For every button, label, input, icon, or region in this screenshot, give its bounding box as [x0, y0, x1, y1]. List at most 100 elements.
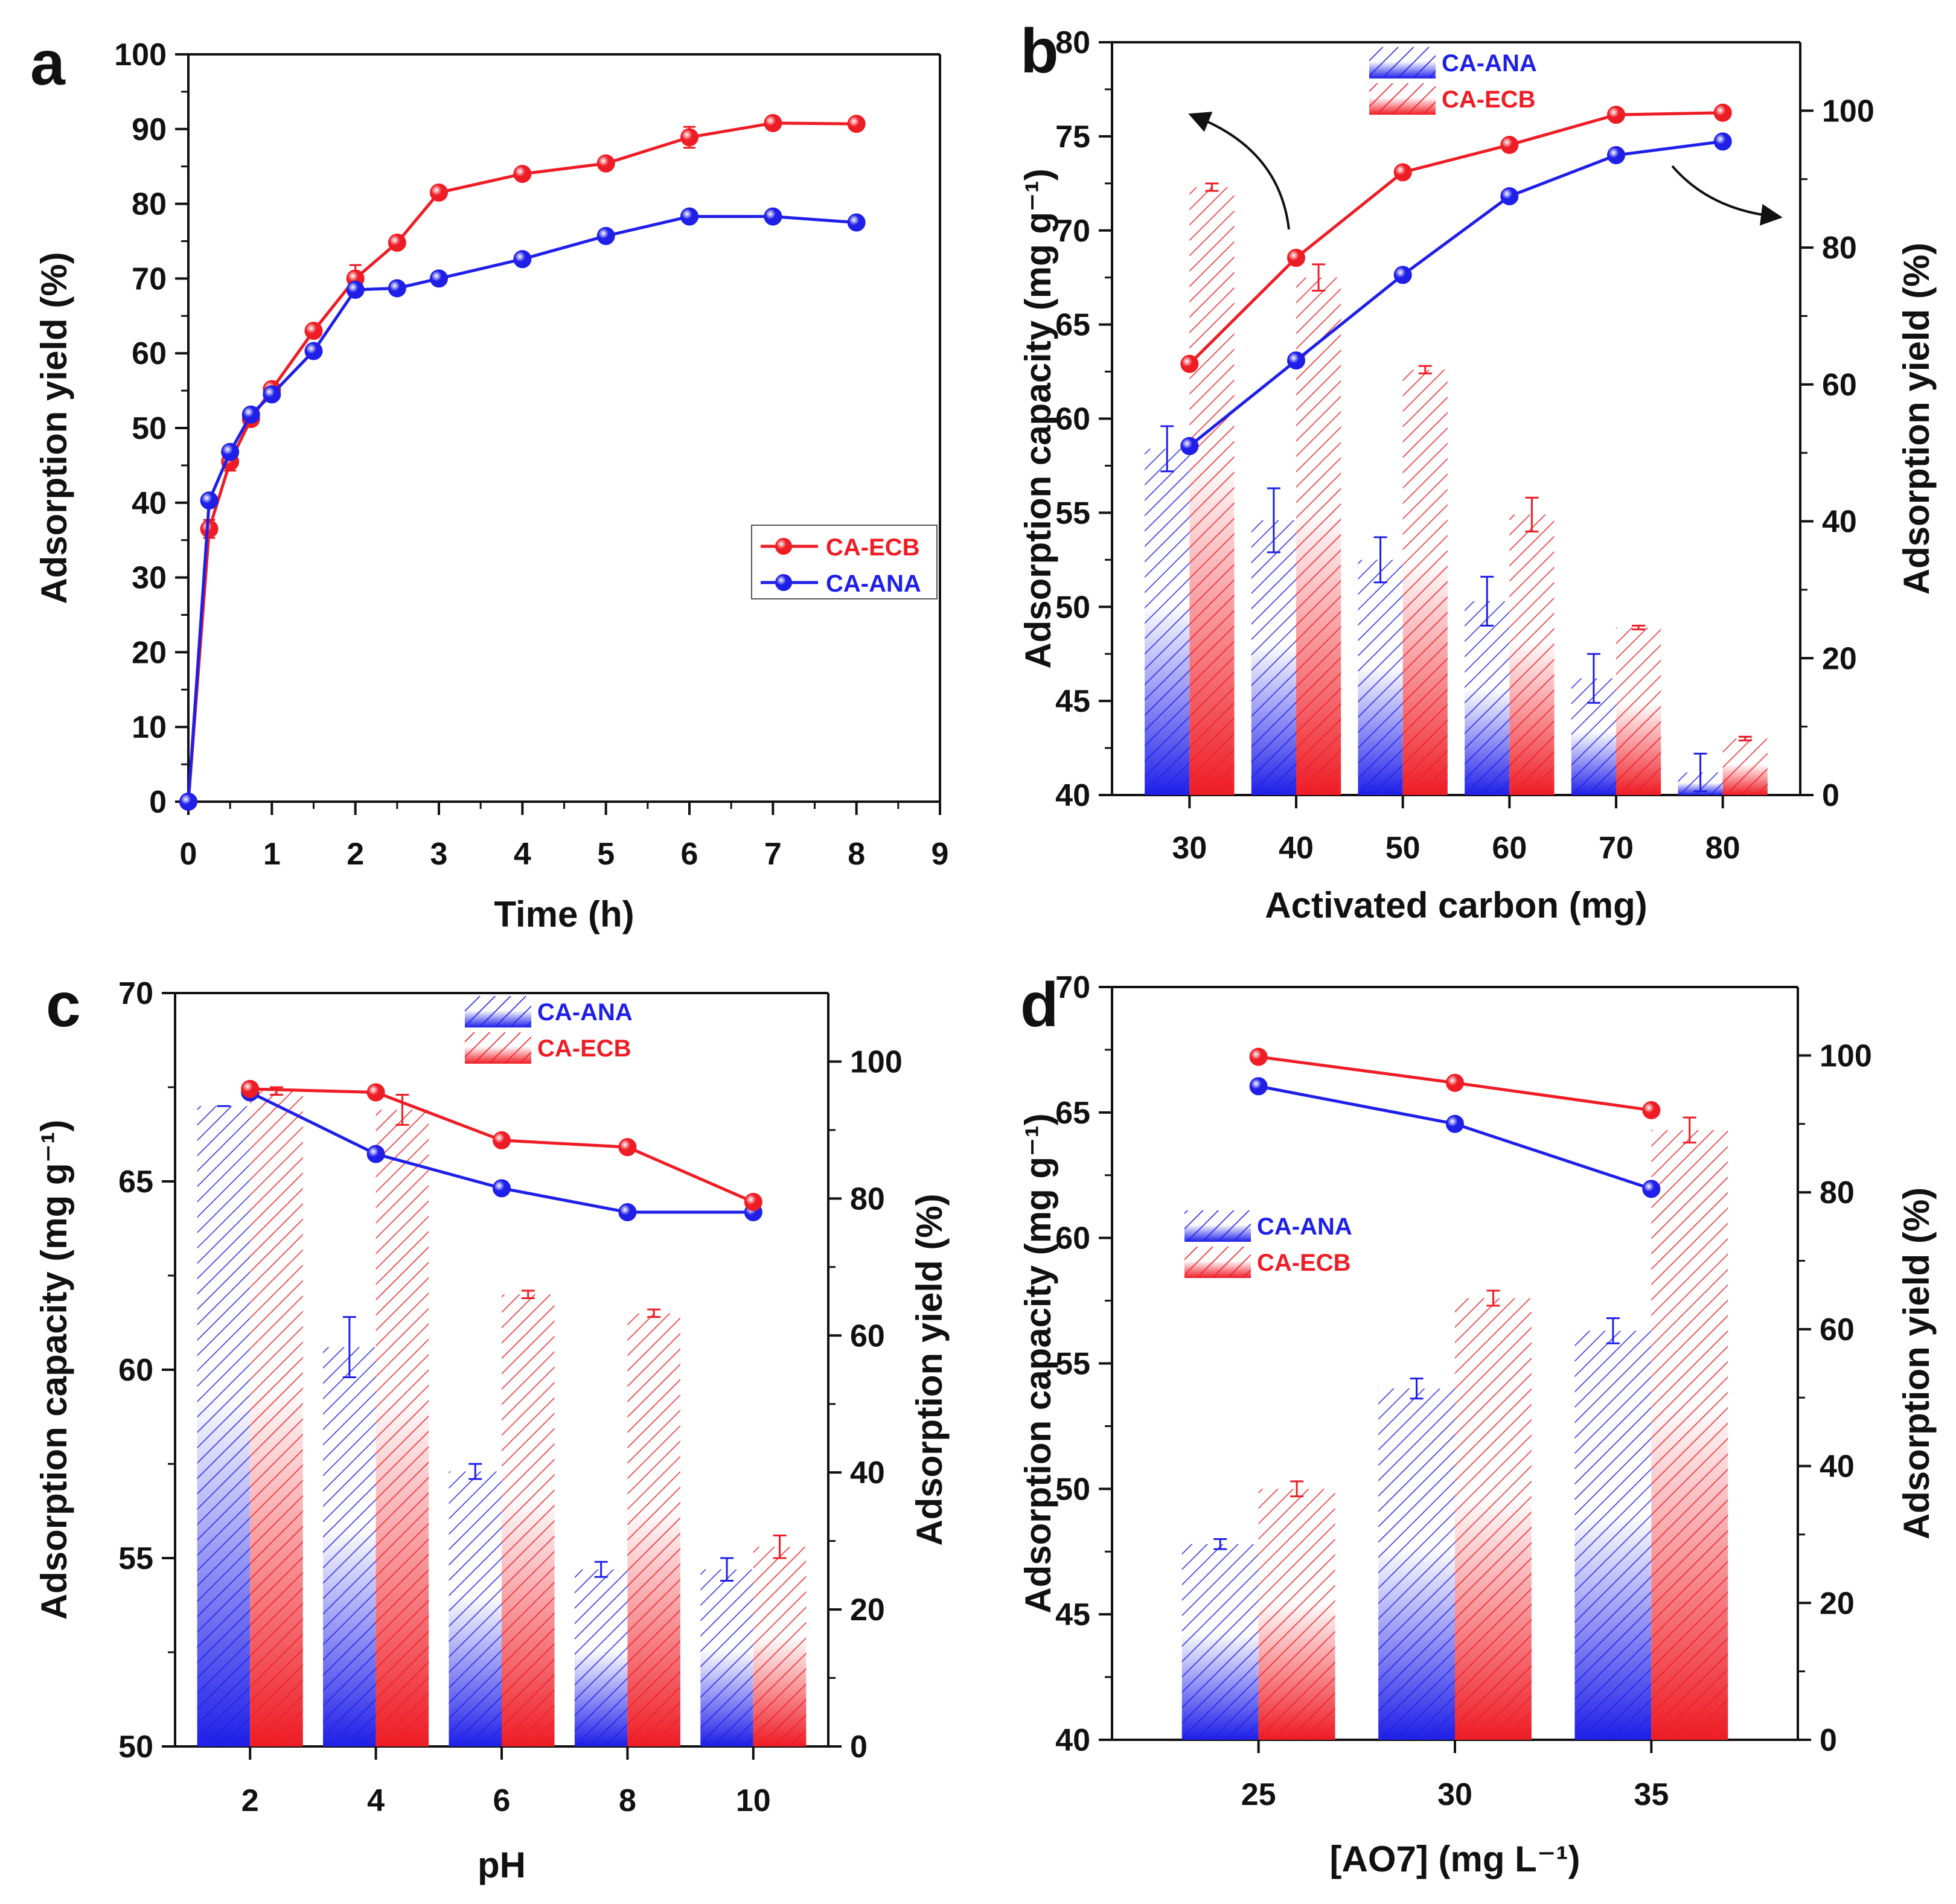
data-point [1393, 266, 1412, 284]
data-point [847, 115, 866, 133]
y-tick-label: 45 [1055, 1597, 1090, 1632]
bar-hatch [197, 1106, 251, 1746]
data-point [764, 207, 782, 226]
data-point [304, 322, 323, 340]
arrow-to-right-axis [1671, 165, 1783, 226]
series-ca-ana [179, 207, 866, 811]
data-point [493, 1131, 511, 1149]
bar-hatch [1455, 1298, 1532, 1740]
bar-series-ca-ana [1181, 1317, 1652, 1740]
data-point [304, 342, 323, 360]
bar [1509, 514, 1555, 795]
bar-hatch [1181, 1544, 1259, 1740]
x-tick-label: 40 [1279, 831, 1314, 866]
data-point [1249, 1047, 1268, 1066]
bar-hatch [1722, 738, 1768, 795]
series-line [187, 215, 857, 802]
y-tick-label: 40 [132, 486, 167, 521]
data-point [1180, 354, 1199, 373]
data-point [388, 233, 406, 252]
y2-tick-label: 60 [850, 1318, 885, 1353]
y-tick-label: 60 [1055, 1221, 1090, 1256]
y-tick-label: 60 [1055, 402, 1090, 437]
data-point [1446, 1114, 1464, 1133]
bar-hatch [1145, 449, 1190, 795]
data-point [1642, 1180, 1661, 1198]
bar [1189, 187, 1235, 795]
series-line [1188, 111, 1723, 365]
bar-hatch [376, 1110, 429, 1746]
bar-hatch [1574, 1331, 1652, 1740]
bar-hatch [1258, 1489, 1335, 1740]
y-tick-label: 55 [118, 1541, 153, 1576]
data-point [847, 213, 866, 232]
yield-line-ca-ecb [241, 1079, 762, 1212]
legend-label: CA-ECB [537, 1035, 631, 1062]
x-tick-label: 4 [514, 837, 531, 872]
bar [502, 1294, 555, 1746]
data-point [430, 184, 448, 202]
bar-series-ca-ecb [250, 1086, 807, 1746]
data-point [200, 491, 219, 510]
data-point [1500, 187, 1519, 206]
yield-line-ca-ana [1180, 132, 1732, 455]
data-point [1287, 351, 1305, 370]
legend-swatch-hatch [1184, 1247, 1251, 1278]
legend-label: CA-ANA [537, 999, 633, 1026]
yield-line-ca-ecb [1249, 1047, 1661, 1120]
bar-hatch [700, 1569, 753, 1746]
x-tick-label: 50 [1386, 831, 1421, 866]
x-tick-label: 30 [1437, 1777, 1472, 1812]
y-tick-label: 40 [1055, 778, 1090, 813]
legend-swatch-hatch [1184, 1210, 1251, 1242]
x-tick-label: 9 [932, 837, 949, 872]
legend-label: CA-ANA [1442, 50, 1537, 77]
y-tick-label: 90 [132, 112, 167, 147]
bar-hatch [1465, 601, 1510, 795]
data-point [1642, 1101, 1661, 1120]
bar [250, 1091, 303, 1746]
data-point [346, 280, 365, 299]
bar-hatch [1378, 1388, 1455, 1740]
y-axis-label: Adsorption capacity (mg g⁻¹) [34, 1120, 74, 1620]
y-tick-label: 50 [1055, 590, 1090, 625]
yield-line-ca-ecb [1180, 103, 1732, 373]
bar-series-ca-ana [1145, 425, 1723, 795]
legend-label: CA-ECB [826, 534, 920, 561]
data-point [241, 405, 260, 424]
x-tick-label: 4 [367, 1783, 385, 1818]
data-point [596, 226, 615, 245]
y-tick-label: 0 [149, 785, 167, 820]
bar-hatch [1509, 514, 1555, 795]
legend-swatch-hatch [1369, 47, 1436, 78]
bar [1358, 560, 1403, 795]
series-ca-ecb [179, 113, 866, 811]
data-point [179, 793, 197, 811]
legend: CA-ANA CA-ECB [1184, 1210, 1352, 1278]
y2-tick-label: 100 [1820, 1038, 1872, 1073]
y2-tick-label: 60 [1822, 368, 1857, 403]
y-tick-label: 70 [118, 976, 153, 1011]
y-tick-label: 80 [1055, 25, 1090, 60]
bar [1378, 1388, 1455, 1740]
bar [1574, 1331, 1652, 1740]
data-point [493, 1179, 511, 1198]
data-point [430, 269, 448, 288]
y2-tick-label: 0 [1822, 778, 1839, 813]
x-tick-label: 2 [241, 1783, 259, 1818]
panel-label-c: c [46, 970, 81, 1040]
x-tick-label: 1 [263, 837, 281, 872]
x-axis-label: pH [478, 1845, 526, 1885]
y-tick-label: 70 [1055, 970, 1090, 1005]
arrow-to-left-axis [1188, 112, 1290, 230]
data-point [680, 207, 698, 226]
y-tick-label: 60 [132, 336, 167, 371]
y2-tick-label: 80 [850, 1181, 885, 1216]
x-axis-label: Time (h) [494, 894, 634, 934]
bar-hatch [1651, 1129, 1728, 1740]
bar-hatch [323, 1347, 376, 1746]
panel-label-a: a [30, 28, 66, 98]
data-point [200, 520, 219, 538]
legend-label: CA-ECB [1257, 1250, 1351, 1276]
data-point [1713, 103, 1732, 122]
